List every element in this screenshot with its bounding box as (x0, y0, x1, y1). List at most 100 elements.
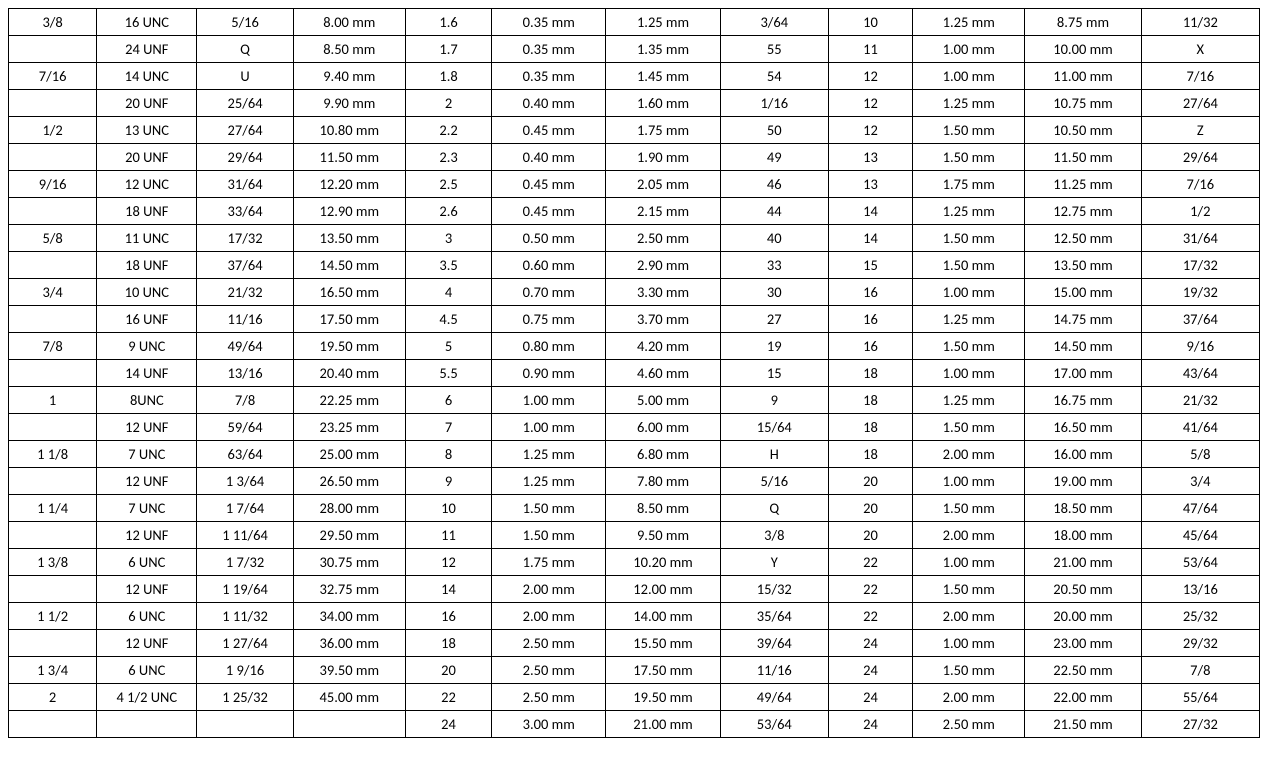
table-cell: 1.7 (405, 36, 491, 63)
table-cell: 13.50 mm (293, 225, 405, 252)
table-cell: 2.00 mm (492, 576, 606, 603)
table-cell: 1.50 mm (913, 117, 1025, 144)
table-cell: 11.50 mm (1025, 144, 1141, 171)
table-cell: 30 (720, 279, 828, 306)
table-cell: 2.05 mm (606, 171, 720, 198)
table-cell: 12 UNC (97, 171, 197, 198)
table-cell: 1/16 (720, 90, 828, 117)
table-cell: 10 UNC (97, 279, 197, 306)
table-cell: 12.50 mm (1025, 225, 1141, 252)
table-cell: 0.35 mm (492, 36, 606, 63)
table-cell: 18.50 mm (1025, 495, 1141, 522)
table-cell: 6.80 mm (606, 441, 720, 468)
table-cell: 1.00 mm (913, 36, 1025, 63)
table-cell: 2.90 mm (606, 252, 720, 279)
table-cell (9, 306, 97, 333)
table-cell: 6 UNC (97, 603, 197, 630)
table-cell: 1.00 mm (913, 63, 1025, 90)
table-cell: 4 1/2 UNC (97, 684, 197, 711)
table-cell: 23.00 mm (1025, 630, 1141, 657)
table-cell: 1.50 mm (913, 225, 1025, 252)
table-cell: 11.25 mm (1025, 171, 1141, 198)
table-cell: 5 (405, 333, 491, 360)
table-cell: 22 (405, 684, 491, 711)
table-cell: 15/64 (720, 414, 828, 441)
table-cell: 1.75 mm (606, 117, 720, 144)
table-cell: 1 27/64 (197, 630, 293, 657)
table-cell: 1.50 mm (492, 495, 606, 522)
table-cell: 7/16 (1141, 63, 1259, 90)
table-cell: 3/8 (9, 9, 97, 36)
table-cell (9, 144, 97, 171)
table-cell: 2.00 mm (913, 441, 1025, 468)
table-cell: 19/32 (1141, 279, 1259, 306)
table-cell: 9.40 mm (293, 63, 405, 90)
table-cell (9, 36, 97, 63)
table-cell: 19.50 mm (606, 684, 720, 711)
table-cell: 1.00 mm (913, 468, 1025, 495)
table-cell: 16 (828, 279, 912, 306)
table-cell: 22.50 mm (1025, 657, 1141, 684)
table-cell: 11/16 (197, 306, 293, 333)
table-cell: 1.00 mm (913, 279, 1025, 306)
table-row: 1 1/47 UNC1 7/6428.00 mm101.50 mm8.50 mm… (9, 495, 1260, 522)
table-cell: 16 (828, 333, 912, 360)
table-cell: 2.00 mm (913, 684, 1025, 711)
table-cell: 11 UNC (97, 225, 197, 252)
table-cell: 36.00 mm (293, 630, 405, 657)
table-cell: 7/8 (1141, 657, 1259, 684)
table-cell: 27/64 (1141, 90, 1259, 117)
table-cell: 5/16 (720, 468, 828, 495)
table-cell: 1.25 mm (913, 198, 1025, 225)
table-cell: 53/64 (1141, 549, 1259, 576)
table-cell: 50 (720, 117, 828, 144)
table-cell: 0.50 mm (492, 225, 606, 252)
table-cell: 1 (9, 387, 97, 414)
table-cell: 3.30 mm (606, 279, 720, 306)
table-cell: 14 UNF (97, 360, 197, 387)
table-row: 16 UNF11/1617.50 mm4.50.75 mm3.70 mm2716… (9, 306, 1260, 333)
table-cell: 24 (828, 657, 912, 684)
table-cell: 16.50 mm (293, 279, 405, 306)
table-cell: 2.5 (405, 171, 491, 198)
table-cell: 20 (405, 657, 491, 684)
table-cell: 54 (720, 63, 828, 90)
table-cell (9, 198, 97, 225)
table-cell: 24 (828, 630, 912, 657)
table-cell: 16 UNF (97, 306, 197, 333)
table-cell: 19 (720, 333, 828, 360)
table-cell: 1.90 mm (606, 144, 720, 171)
table-cell: 1 9/16 (197, 657, 293, 684)
table-cell: 44 (720, 198, 828, 225)
table-cell: 45.00 mm (293, 684, 405, 711)
table-cell: 1/2 (1141, 198, 1259, 225)
table-cell: 25/32 (1141, 603, 1259, 630)
table-cell: 22 (828, 576, 912, 603)
table-cell: 2 (405, 90, 491, 117)
table-cell: 29.50 mm (293, 522, 405, 549)
table-cell (9, 711, 97, 738)
table-cell: 1.25 mm (492, 468, 606, 495)
table-cell: 1/2 (9, 117, 97, 144)
table-cell: 43/64 (1141, 360, 1259, 387)
table-row: 12 UNF1 3/6426.50 mm91.25 mm7.80 mm5/162… (9, 468, 1260, 495)
table-cell: 1.8 (405, 63, 491, 90)
table-cell: 13 (828, 144, 912, 171)
table-cell: 18 (828, 441, 912, 468)
table-cell: 6 UNC (97, 657, 197, 684)
table-cell: 12 UNF (97, 414, 197, 441)
table-cell: 1 7/64 (197, 495, 293, 522)
table-cell: 4 (405, 279, 491, 306)
table-cell: 34.00 mm (293, 603, 405, 630)
table-cell: 4.20 mm (606, 333, 720, 360)
table-cell: 27 (720, 306, 828, 333)
table-cell: 22 (828, 549, 912, 576)
table-cell: 18.00 mm (1025, 522, 1141, 549)
table-row: 18 UNF37/6414.50 mm3.50.60 mm2.90 mm3315… (9, 252, 1260, 279)
table-cell: 1.50 mm (913, 414, 1025, 441)
table-cell: 20 (828, 495, 912, 522)
table-cell: 9 UNC (97, 333, 197, 360)
table-cell: 9/16 (1141, 333, 1259, 360)
table-cell: 0.75 mm (492, 306, 606, 333)
table-cell: 39.50 mm (293, 657, 405, 684)
